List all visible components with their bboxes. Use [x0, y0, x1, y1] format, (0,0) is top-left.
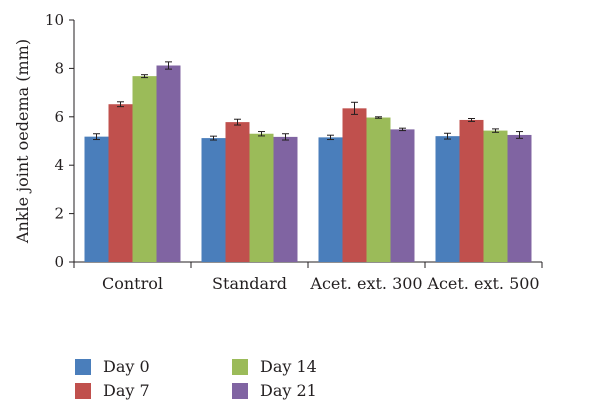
y-tick-label: 0	[54, 253, 64, 271]
legend-label: Day 21	[260, 381, 317, 400]
y-tick-label: 8	[54, 59, 64, 77]
bar	[366, 117, 391, 262]
x-category-label: Control	[102, 274, 163, 293]
legend-swatch	[232, 382, 248, 399]
x-category-label: Acet. ext. 300	[309, 274, 422, 293]
y-axis-title: Ankle joint oedema (mm)	[13, 39, 32, 244]
y-tick-label: 10	[45, 11, 64, 29]
bar	[507, 134, 532, 262]
bar	[459, 119, 484, 262]
bar	[390, 129, 415, 262]
legend-label: Day 0	[103, 357, 150, 376]
legend-swatch	[75, 358, 91, 375]
legend-label: Day 14	[260, 357, 317, 376]
y-tick-label: 4	[54, 156, 64, 174]
legend-swatch	[232, 358, 248, 375]
bar	[483, 130, 508, 262]
legend-item-day-7: Day 7	[75, 381, 150, 400]
legend-item-day-14: Day 14	[232, 357, 317, 376]
legend: Day 0 Day 14 Day 7 Day 21	[75, 357, 415, 401]
legend-item-day-21: Day 21	[232, 381, 317, 400]
y-tick-label: 6	[54, 108, 64, 126]
bar	[108, 104, 133, 262]
legend-swatch	[75, 382, 91, 399]
x-axis: Control Standard Acet. ext. 300 Acet. ext. …	[73, 261, 543, 293]
legend-item-day-0: Day 0	[75, 357, 150, 376]
bar-chart: 0 2 4 6 8 10 Control Standard Acet. ext. 300 Ace…	[13, 11, 543, 293]
y-axis: 0 2 4 6 8 10	[45, 11, 75, 271]
bar	[201, 138, 226, 262]
x-category-label: Standard	[212, 274, 287, 293]
legend-label: Day 7	[103, 381, 150, 400]
bar	[84, 136, 109, 262]
bar	[342, 108, 367, 262]
bar	[156, 65, 181, 262]
bar	[132, 76, 157, 262]
bar	[435, 136, 460, 262]
x-category-label: Acet. ext. 500	[426, 274, 539, 293]
bar	[318, 137, 343, 262]
bar	[273, 136, 298, 262]
y-tick-label: 2	[54, 205, 64, 223]
bar	[225, 122, 250, 263]
bar	[249, 133, 274, 262]
